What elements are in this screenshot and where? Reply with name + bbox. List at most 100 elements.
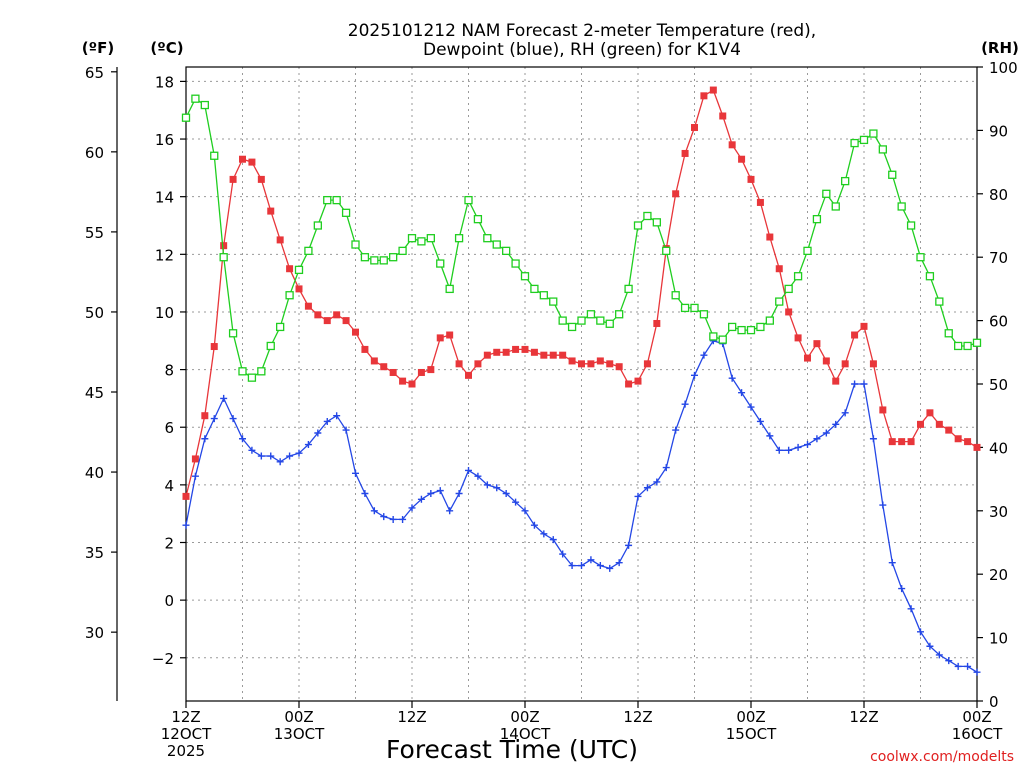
celsius-axis-label: (ºC): [150, 39, 183, 57]
temperature-point: [766, 233, 774, 241]
temperature-point: [926, 409, 934, 417]
rh-point: [464, 195, 473, 205]
dewpoint-point: [869, 435, 877, 443]
rh-point: [972, 338, 982, 347]
dewpoint-point: [851, 380, 859, 388]
dewpoint-point: [813, 435, 821, 443]
rh-point: [389, 253, 398, 262]
temperature-point: [370, 357, 378, 365]
dewpoint-point: [191, 472, 199, 480]
temperature-point: [512, 345, 520, 353]
dewpoint-point: [700, 351, 708, 359]
dewpoint-point: [587, 556, 595, 564]
temperature-point: [286, 265, 294, 273]
time-tick-label: 12OCT: [161, 725, 212, 743]
rh-tick-label: 40: [989, 439, 1008, 457]
celsius-tick-label: 0: [164, 592, 174, 610]
dewpoint-point: [295, 449, 303, 457]
time-tick-label: 12Z: [171, 708, 200, 726]
rh-tick-label: 90: [989, 122, 1008, 140]
temperature-point: [267, 207, 275, 215]
rh-tick-label: 0: [989, 693, 999, 711]
dewpoint-point: [898, 585, 906, 593]
rh-tick-label: 10: [989, 630, 1008, 648]
rh-point: [897, 202, 906, 211]
dewpoint-point: [314, 429, 322, 437]
temperature-point: [333, 311, 341, 319]
rh-point: [567, 322, 577, 332]
fahrenheit-axis-label: (ºF): [82, 39, 114, 57]
time-tick-label: 14OCT: [500, 725, 551, 743]
credit-link[interactable]: coolwx.com/modelts: [870, 749, 1014, 765]
temperature-point: [747, 175, 755, 183]
dewpoint-point: [530, 521, 538, 529]
rh-point: [454, 234, 464, 243]
rh-point: [549, 297, 558, 306]
dewpoint-point: [606, 564, 614, 572]
temperature-point: [860, 322, 868, 330]
fahrenheit-tick-label: 50: [85, 304, 104, 322]
dewpoint-point: [540, 530, 548, 538]
temperature-point: [964, 438, 972, 446]
dewpoint-point: [182, 521, 190, 529]
temperature-point: [606, 360, 614, 368]
rh-point: [257, 367, 266, 376]
rh-point: [671, 291, 680, 300]
series-dewpoint: [182, 337, 981, 676]
rh-point: [793, 272, 803, 281]
rh-point: [690, 303, 699, 313]
rh-point: [313, 221, 322, 230]
temperature-point: [756, 198, 764, 206]
temperature-point: [596, 357, 604, 365]
temperature-point: [210, 343, 218, 351]
rh-point: [831, 202, 840, 211]
rh-point: [765, 316, 774, 325]
rh-point: [775, 297, 784, 306]
temperature-point: [615, 363, 623, 371]
dewpoint-point: [879, 501, 887, 509]
rh-point: [718, 335, 727, 344]
rh-tick-label: 100: [989, 59, 1018, 77]
rh-point: [624, 284, 633, 294]
dewpoint-point: [408, 504, 416, 512]
temperature-point: [380, 363, 388, 371]
rh-point: [812, 215, 822, 224]
dewpoint-point: [210, 415, 218, 423]
celsius-tick-label: 6: [164, 419, 174, 437]
temperature-point: [634, 377, 642, 385]
rh-point: [944, 329, 953, 338]
dewpoint-point: [634, 492, 642, 500]
dewpoint-point: [220, 394, 228, 402]
rh-point: [680, 303, 690, 313]
dewpoint-point: [954, 662, 962, 670]
temperature-point: [728, 141, 736, 149]
celsius-tick-label: 18: [155, 73, 174, 91]
temperature-point: [851, 331, 859, 339]
rh-point: [803, 246, 812, 256]
rh-point: [841, 176, 850, 186]
temperature-point: [474, 360, 482, 368]
rh-point: [699, 310, 709, 319]
dewpoint-point: [653, 478, 661, 486]
rh-point: [351, 240, 360, 249]
dewpoint-point: [615, 559, 623, 567]
rh-point: [530, 284, 539, 294]
rh-point: [615, 310, 624, 319]
temperature-point: [973, 443, 981, 451]
rh-tick-label: 60: [989, 313, 1008, 331]
dewpoint-point: [323, 417, 331, 425]
rh-point: [266, 341, 275, 351]
temperature-point: [549, 351, 557, 359]
rh-point: [398, 246, 407, 256]
rh-point: [181, 113, 191, 122]
rh-point: [426, 234, 435, 243]
fahrenheit-tick-label: 45: [85, 384, 104, 402]
temperature-point: [832, 377, 840, 385]
dewpoint-point: [973, 668, 981, 676]
dewpoint-point: [625, 541, 633, 549]
dewpoint-point: [389, 515, 397, 523]
temperature-point: [408, 380, 416, 388]
dewpoint-point: [728, 374, 736, 382]
